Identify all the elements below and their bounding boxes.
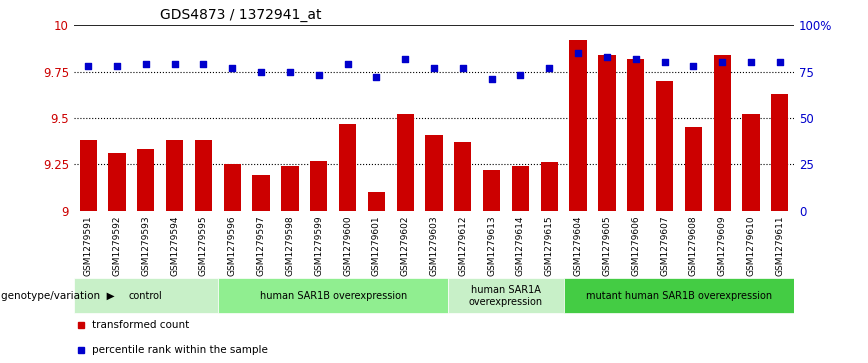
Point [226, 65, 240, 71]
Text: GSM1279607: GSM1279607 [660, 216, 669, 276]
Bar [742, 114, 760, 211]
Point [312, 73, 326, 78]
Point [196, 61, 210, 67]
Bar [685, 127, 702, 211]
Bar [454, 142, 471, 211]
Bar [598, 55, 615, 211]
Point [82, 63, 95, 69]
Text: GSM1279597: GSM1279597 [257, 216, 266, 276]
Text: GSM1279591: GSM1279591 [83, 216, 93, 276]
Bar [449, 278, 563, 313]
Text: GSM1279599: GSM1279599 [314, 216, 323, 276]
Text: genotype/variation  ▶: genotype/variation ▶ [1, 291, 115, 301]
Text: GSM1279598: GSM1279598 [286, 216, 294, 276]
Bar [569, 40, 587, 211]
Bar [218, 278, 449, 313]
Text: human SAR1A
overexpression: human SAR1A overexpression [469, 285, 543, 307]
Point [628, 56, 642, 62]
Text: GSM1279608: GSM1279608 [689, 216, 698, 276]
Bar [483, 170, 500, 211]
Text: GDS4873 / 1372941_at: GDS4873 / 1372941_at [161, 8, 322, 22]
Bar [224, 164, 241, 211]
Bar [627, 59, 644, 211]
Bar [281, 166, 299, 211]
Text: mutant human SAR1B overexpression: mutant human SAR1B overexpression [586, 291, 772, 301]
Text: GSM1279612: GSM1279612 [458, 216, 467, 276]
Bar [656, 81, 674, 211]
Point [283, 69, 297, 75]
Bar [713, 55, 731, 211]
Point [542, 65, 556, 71]
Text: GSM1279606: GSM1279606 [631, 216, 641, 276]
Point [254, 69, 268, 75]
Point [773, 60, 786, 65]
Point [427, 65, 441, 71]
Point [687, 63, 700, 69]
Point [139, 61, 153, 67]
Text: GSM1279596: GSM1279596 [227, 216, 237, 276]
Text: GSM1279615: GSM1279615 [545, 216, 554, 276]
Text: GSM1279614: GSM1279614 [516, 216, 525, 276]
Point [571, 50, 585, 56]
Text: GSM1279601: GSM1279601 [372, 216, 381, 276]
Bar [771, 94, 788, 211]
Text: GSM1279603: GSM1279603 [430, 216, 438, 276]
Text: transformed count: transformed count [92, 320, 189, 330]
Point [744, 60, 758, 65]
Text: GSM1279609: GSM1279609 [718, 216, 727, 276]
Text: GSM1279613: GSM1279613 [487, 216, 496, 276]
Bar [166, 140, 183, 211]
Point [370, 74, 384, 80]
Bar [339, 123, 356, 211]
Point [110, 63, 124, 69]
Bar [541, 162, 558, 211]
Point [340, 61, 354, 67]
Point [514, 73, 528, 78]
Bar [108, 153, 126, 211]
Point [168, 61, 181, 67]
Text: GSM1279605: GSM1279605 [602, 216, 611, 276]
Bar [397, 114, 414, 211]
Bar [563, 278, 794, 313]
Bar [194, 140, 212, 211]
Point [456, 65, 470, 71]
Text: GSM1279595: GSM1279595 [199, 216, 208, 276]
Bar [310, 160, 327, 211]
Point [600, 54, 614, 60]
Bar [425, 135, 443, 211]
Text: GSM1279593: GSM1279593 [141, 216, 150, 276]
Bar [74, 278, 218, 313]
Text: GSM1279610: GSM1279610 [746, 216, 755, 276]
Text: GSM1279594: GSM1279594 [170, 216, 179, 276]
Point [484, 76, 498, 82]
Text: GSM1279600: GSM1279600 [343, 216, 352, 276]
Text: control: control [129, 291, 162, 301]
Text: human SAR1B overexpression: human SAR1B overexpression [260, 291, 407, 301]
Bar [512, 166, 529, 211]
Point [658, 60, 672, 65]
Bar [253, 175, 270, 211]
Text: percentile rank within the sample: percentile rank within the sample [92, 345, 267, 355]
Text: GSM1279602: GSM1279602 [401, 216, 410, 276]
Point [398, 56, 412, 62]
Bar [80, 140, 97, 211]
Bar [368, 192, 385, 211]
Text: GSM1279604: GSM1279604 [574, 216, 582, 276]
Text: GSM1279611: GSM1279611 [775, 216, 785, 276]
Point [715, 60, 729, 65]
Bar [137, 150, 155, 211]
Text: GSM1279592: GSM1279592 [113, 216, 122, 276]
